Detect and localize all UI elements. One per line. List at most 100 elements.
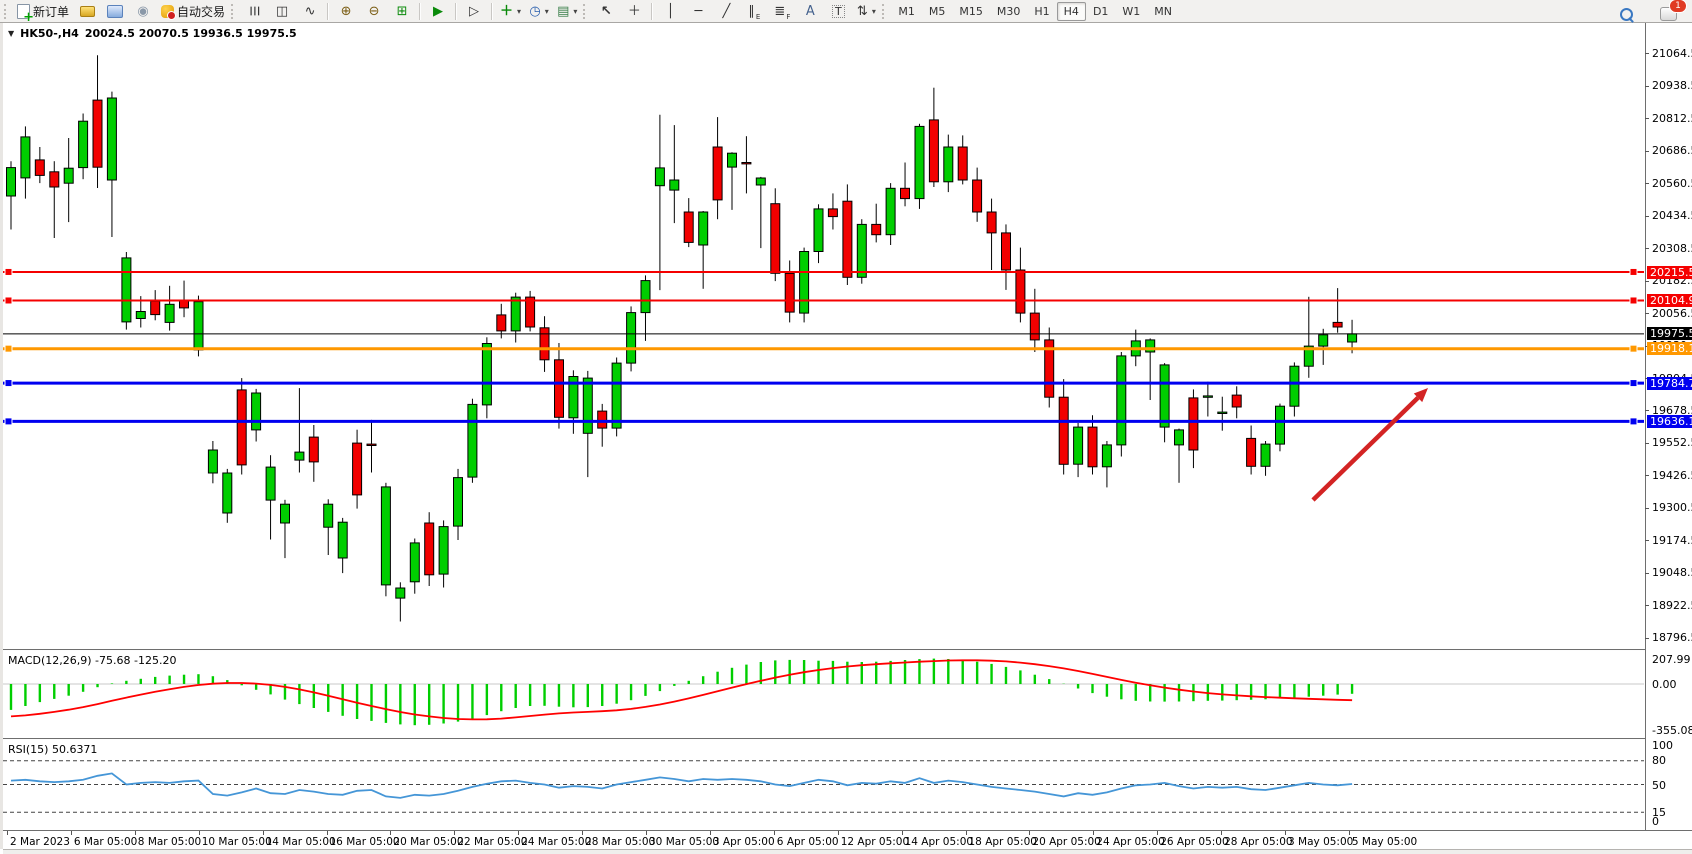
timeframe-d1[interactable]: D1: [1092, 4, 1109, 18]
trendline-button[interactable]: ╱: [712, 0, 740, 22]
candle-body: [409, 542, 420, 583]
time-label: 20 Mar 05:00: [393, 836, 464, 848]
terminal-icon: [107, 4, 124, 18]
candle-body: [842, 200, 853, 278]
time-tick: [965, 831, 967, 835]
candle-body: [6, 167, 16, 197]
line-handle[interactable]: [4, 267, 13, 276]
time-tick: [582, 831, 584, 835]
pane-separator[interactable]: [3, 738, 1692, 740]
zoom-in-button[interactable]: ⊕: [332, 0, 360, 22]
terminal-button[interactable]: [101, 0, 129, 22]
text-label-button[interactable]: T: [824, 0, 852, 22]
deposit-button[interactable]: [73, 0, 101, 22]
time-label: 26 Apr 05:00: [1160, 836, 1229, 848]
timeframe-m30[interactable]: M30: [996, 4, 1021, 18]
candlestick-chart: [3, 55, 1644, 622]
candle-body: [1087, 426, 1098, 468]
toolbar-grip[interactable]: [231, 3, 236, 19]
autotrade-icon: [161, 4, 177, 20]
price-axis[interactable]: 21064.5 20938.5 20812.5 20686.5 20560.5 20434…: [1645, 23, 1692, 830]
line-handle[interactable]: [1629, 379, 1638, 388]
search-button[interactable]: [1612, 3, 1640, 25]
toolbar-separator: [327, 2, 330, 20]
auto-scroll-button[interactable]: ▶: [424, 0, 452, 22]
horizontal-line-button[interactable]: ─: [684, 0, 712, 22]
cursor-button[interactable]: ↖: [592, 0, 620, 22]
candle-body: [827, 208, 838, 218]
time-tick: [198, 831, 200, 835]
indicators-button[interactable]: ＋ ▾: [496, 0, 525, 22]
rsi-pane[interactable]: [3, 740, 1644, 830]
tile-windows-button[interactable]: ⊞: [388, 0, 416, 22]
price-axis-border: [1645, 23, 1646, 830]
time-label: 16 Mar 05:00: [329, 836, 400, 848]
time-tick: [1029, 831, 1031, 835]
candle-body: [1260, 443, 1271, 467]
macd-indicator: [3, 658, 1644, 726]
crosshair-button[interactable]: ＋: [620, 0, 648, 22]
axis-tick: [1645, 215, 1649, 217]
axis-tick: [1645, 53, 1649, 54]
price-tag-19918.1: 19918.1: [1647, 342, 1692, 356]
toolbar-grip[interactable]: [4, 3, 9, 19]
trendline-icon: ╱: [722, 3, 731, 19]
equidistant-channel-button[interactable]: ∥ E: [748, 3, 761, 22]
axis-tick: [1645, 118, 1649, 119]
cursor-icon: ↖: [600, 3, 612, 19]
trend-arrow-head[interactable]: [1413, 388, 1428, 403]
candle-body: [900, 187, 910, 200]
candle-body: [63, 167, 74, 184]
text-button[interactable]: A: [796, 0, 824, 22]
arrows-button[interactable]: ⇅ ▾: [852, 0, 880, 22]
line-handle[interactable]: [4, 344, 13, 353]
signals-button[interactable]: ◉: [129, 0, 157, 22]
line-handle[interactable]: [4, 417, 13, 426]
candle-body: [1231, 394, 1242, 408]
timeframe-h1[interactable]: H1: [1034, 4, 1050, 18]
vertical-line-button[interactable]: │: [656, 0, 684, 22]
notifications-button[interactable]: 1: [1654, 0, 1687, 25]
new-order-button[interactable]: 新订单: [13, 0, 73, 24]
time-axis[interactable]: 2 Mar 2023 6 Mar 05:00 8 Mar 05:00 10 Mar 0…: [3, 830, 1692, 850]
toolbar-grip[interactable]: [882, 3, 887, 19]
time-label: 28 Apr 05:00: [1224, 836, 1293, 848]
line-handle[interactable]: [4, 296, 13, 305]
toolbar-separator: [491, 2, 494, 20]
toolbar-grip[interactable]: [583, 3, 588, 19]
main-chart-pane[interactable]: [3, 23, 1644, 651]
candle-body: [1101, 444, 1112, 468]
autotrade-button[interactable]: 自动交易: [157, 0, 229, 22]
timeframe-m1[interactable]: M1: [898, 4, 915, 18]
macd-pane[interactable]: [3, 651, 1644, 740]
bar-chart-button[interactable]: ☰: [240, 0, 268, 22]
signals-icon: ◉: [137, 3, 149, 19]
zoom-out-button[interactable]: ⊖: [360, 0, 388, 22]
candle-body: [770, 203, 781, 274]
time-tick: [1093, 831, 1095, 835]
candle-body: [207, 449, 218, 474]
line-handle[interactable]: [1629, 267, 1638, 276]
line-chart-button[interactable]: ∿: [296, 0, 324, 22]
one-click-panel-toggle[interactable]: ▼: [8, 29, 15, 38]
pane-separator[interactable]: [3, 649, 1692, 651]
timeframe-h4[interactable]: H4: [1056, 1, 1086, 21]
periods-button[interactable]: ◷ ▾: [525, 0, 553, 22]
candle-body: [121, 257, 132, 323]
templates-button[interactable]: ▤ ▾: [553, 0, 581, 22]
trend-arrow[interactable]: [1311, 396, 1420, 502]
chart-shift-button[interactable]: ▷: [460, 0, 488, 22]
line-handle[interactable]: [4, 379, 13, 388]
chart-shift-icon: ▷: [469, 3, 480, 19]
line-handle[interactable]: [1629, 296, 1638, 305]
chevron-down-icon: ▾: [573, 6, 578, 16]
candlestick-chart-button[interactable]: ◫: [268, 0, 296, 22]
line-handle[interactable]: [1629, 344, 1638, 353]
timeframe-m15[interactable]: M15: [959, 4, 983, 18]
line-handle[interactable]: [1629, 417, 1638, 426]
timeframe-m5[interactable]: M5: [928, 4, 946, 18]
timeframe-w1[interactable]: W1: [1122, 4, 1141, 18]
fibonacci-button[interactable]: ≣ F: [774, 3, 791, 22]
candle-body: [294, 451, 305, 461]
timeframe-mn[interactable]: MN: [1154, 4, 1173, 18]
